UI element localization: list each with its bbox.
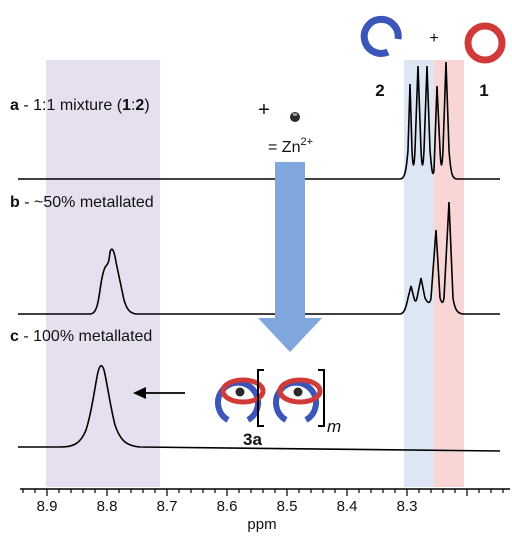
spectrum-b: [18, 201, 500, 315]
x-axis-label: ppm: [247, 516, 276, 533]
plus-sign-zn: +: [258, 99, 270, 121]
complex-3a-label: 3a: [243, 430, 262, 449]
tick-label-8.8: 8.8: [97, 498, 118, 515]
plus-sign-top: +: [429, 30, 438, 47]
label-spectrum-b: b - ~50% metallated: [10, 194, 154, 211]
x-axis-ticks: [22, 489, 504, 496]
zinc-ion-icon: [290, 112, 300, 122]
zinc-equivalence-label: = Zn2+: [268, 136, 313, 156]
metallation-arrow: [258, 162, 322, 352]
macrocycle-2-icon: [360, 15, 402, 57]
macrocycle-1-icon: [464, 22, 506, 64]
tick-label-8.3: 8.3: [397, 498, 418, 515]
label-spectrum-a: a - 1:1 mixture (1:2): [10, 97, 150, 114]
macrocycle-2-label: 2: [375, 81, 384, 100]
tick-label-8.4: 8.4: [337, 498, 358, 515]
complex-3a-icon: [215, 369, 325, 427]
tick-label-8.9: 8.9: [37, 498, 58, 515]
label-spectrum-c: c - 100% metallated: [10, 328, 152, 345]
tick-label-8.6: 8.6: [217, 498, 238, 515]
complex-pointer-arrow: [133, 387, 185, 399]
spectrum-a: [18, 61, 500, 180]
repeat-subscript-m: m: [327, 417, 341, 436]
tick-label-8.7: 8.7: [157, 498, 178, 515]
x-axis-tick-labels: 8.9 8.8 8.7 8.6 8.5 8.4 8.3: [37, 498, 418, 515]
macrocycle-1-label: 1: [479, 81, 488, 100]
tick-label-8.5: 8.5: [277, 498, 298, 515]
spectrum-c: [18, 364, 501, 452]
